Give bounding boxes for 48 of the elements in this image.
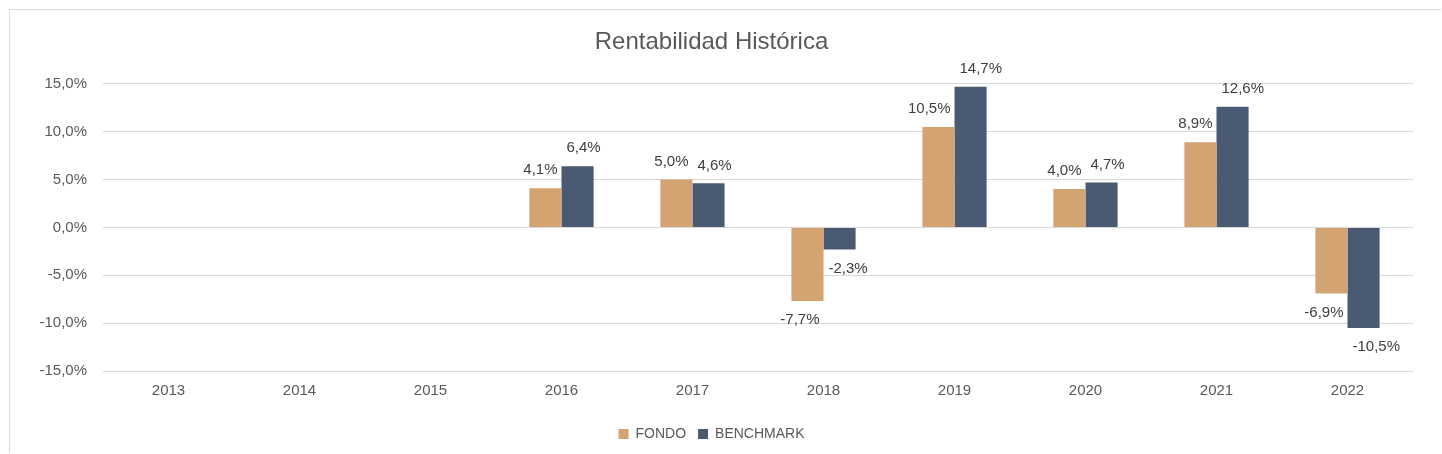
- bar: [529, 188, 562, 227]
- x-tick-label: 2022: [1330, 381, 1365, 399]
- x-tick-label: 2017: [675, 381, 710, 399]
- y-tick-label: -5,0%: [47, 265, 87, 283]
- bar: [954, 86, 987, 227]
- y-tick-label: 5,0%: [52, 169, 87, 187]
- bar: [1216, 106, 1249, 227]
- bar: [660, 179, 693, 227]
- data-label: 14,7%: [959, 58, 1003, 76]
- x-tick-label: 2021: [1199, 381, 1234, 399]
- data-label: 6,4%: [566, 138, 601, 156]
- bar: [1085, 182, 1118, 227]
- legend-label: BENCHMARK: [715, 424, 806, 441]
- x-tick-label: 2014: [282, 381, 317, 399]
- x-tick-label: 2020: [1068, 381, 1103, 399]
- data-label: -2,3%: [828, 258, 868, 276]
- legend-label: FONDO: [635, 424, 687, 441]
- x-tick-label: 2018: [806, 381, 841, 399]
- y-tick-label: -10,0%: [39, 313, 87, 331]
- data-label: -10,5%: [1352, 337, 1401, 355]
- data-label: 10,5%: [907, 99, 951, 117]
- data-label: 4,7%: [1090, 154, 1125, 172]
- bar: [1347, 227, 1380, 328]
- chart-title: Rentabilidad Histórica: [594, 27, 829, 55]
- data-label: 4,1%: [523, 160, 558, 178]
- data-label: 4,0%: [1047, 161, 1082, 179]
- data-label: 4,6%: [697, 155, 732, 173]
- data-label: 8,9%: [1178, 114, 1213, 132]
- bar: [1315, 227, 1348, 294]
- bar: [1184, 142, 1217, 227]
- y-tick-label: 0,0%: [52, 217, 87, 235]
- bar: [922, 126, 955, 227]
- data-label: 5,0%: [654, 151, 689, 169]
- bar: [791, 227, 824, 302]
- x-tick-label: 2019: [937, 381, 972, 399]
- bar: [561, 166, 594, 227]
- y-tick-label: 15,0%: [44, 73, 87, 91]
- y-tick-label: 10,0%: [44, 121, 87, 139]
- bar: [823, 227, 856, 250]
- bar: [1053, 189, 1086, 227]
- data-label: 12,6%: [1221, 78, 1265, 96]
- bar: [692, 183, 725, 227]
- data-label: -6,9%: [1304, 302, 1344, 320]
- data-label: -7,7%: [780, 310, 820, 328]
- x-tick-label: 2015: [413, 381, 448, 399]
- x-tick-label: 2016: [544, 381, 579, 399]
- y-tick-label: -15,0%: [39, 361, 87, 379]
- x-tick-label: 2013: [151, 381, 186, 399]
